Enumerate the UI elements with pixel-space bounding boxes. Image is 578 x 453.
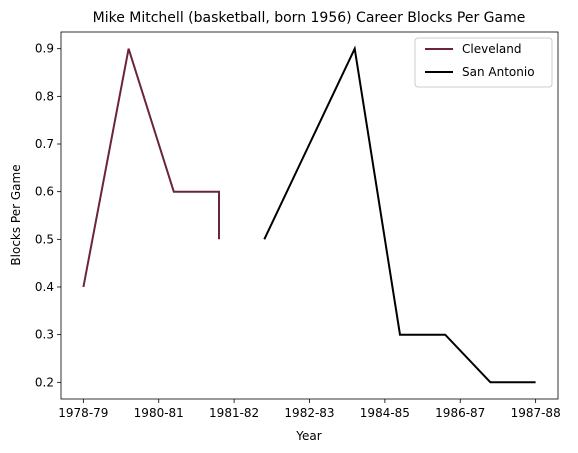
- y-tick-label: 0.2: [35, 375, 54, 389]
- legend-label-cleveland: Cleveland: [462, 42, 522, 56]
- x-tick-label: 1986-87: [435, 406, 485, 420]
- legend-label-san-antonio: San Antonio: [462, 65, 535, 79]
- x-axis: 1978-79 1980-81 1981-82 1982-83 1984-85 1986-…: [58, 399, 561, 420]
- x-tick-label: 1980-81: [134, 406, 184, 420]
- legend-box: [414, 37, 553, 88]
- x-axis-label: Year: [295, 429, 321, 443]
- y-tick-label: 0.6: [35, 185, 54, 199]
- y-tick-label: 0.8: [35, 89, 54, 103]
- series-line-cleveland: [82, 48, 220, 288]
- legend: Cleveland San Antonio: [414, 37, 553, 88]
- series-line-san-antonio: [263, 45, 536, 384]
- y-tick-label: 0.9: [35, 42, 54, 56]
- x-tick-label: 1978-79: [58, 406, 108, 420]
- y-tick-label: 0.5: [35, 232, 54, 246]
- x-tick-label: 1984-85: [360, 406, 410, 420]
- x-tick-label: 1987-88: [511, 406, 561, 420]
- x-tick-label: 1981-82: [209, 406, 259, 420]
- chart-title: Mike Mitchell (basketball, born 1956) Ca…: [93, 10, 526, 26]
- x-tick-label: 1982-83: [284, 406, 334, 420]
- plot-lines: [82, 45, 536, 384]
- y-axis-label: Blocks Per Game: [9, 164, 23, 265]
- y-tick-label: 0.3: [35, 328, 54, 342]
- y-axis: 0.2 0.3 0.4 0.5 0.6 0.7 0.8 0.9: [35, 42, 61, 389]
- y-tick-label: 0.4: [35, 280, 54, 294]
- y-tick-label: 0.7: [35, 137, 54, 151]
